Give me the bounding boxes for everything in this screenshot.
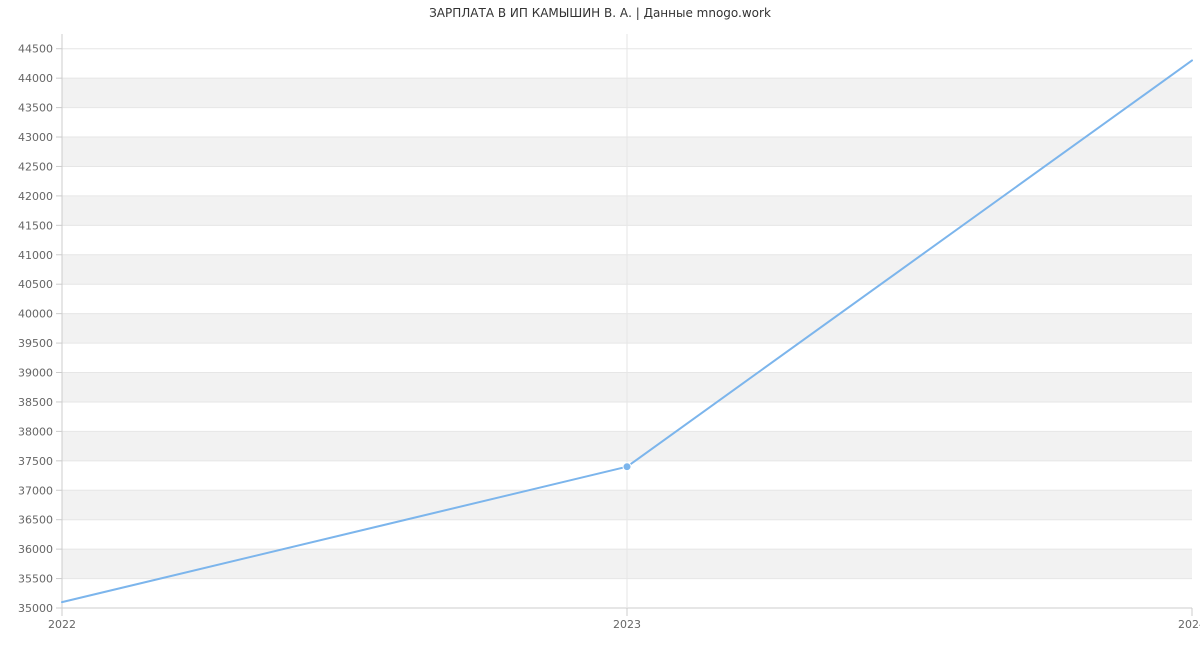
y-tick-label: 40500	[18, 278, 53, 291]
x-tick-label: 2024	[1178, 618, 1200, 631]
y-tick-label: 37000	[18, 484, 53, 497]
x-tick-label: 2022	[48, 618, 76, 631]
y-tick-label: 36000	[18, 543, 53, 556]
y-tick-label: 42500	[18, 160, 53, 173]
series-marker	[623, 463, 631, 471]
chart-title: ЗАРПЛАТА В ИП КАМЫШИН В. А. | Данные mno…	[0, 6, 1200, 20]
y-tick-label: 37500	[18, 455, 53, 468]
y-tick-label: 38000	[18, 425, 53, 438]
y-tick-label: 43500	[18, 102, 53, 115]
y-tick-label: 35000	[18, 602, 53, 615]
y-tick-label: 41500	[18, 219, 53, 232]
y-tick-label: 41000	[18, 249, 53, 262]
y-tick-label: 39000	[18, 367, 53, 380]
y-tick-label: 44500	[18, 43, 53, 56]
salary-line-chart: ЗАРПЛАТА В ИП КАМЫШИН В. А. | Данные mno…	[0, 0, 1200, 650]
y-tick-label: 36500	[18, 514, 53, 527]
y-tick-label: 35500	[18, 573, 53, 586]
y-tick-label: 44000	[18, 72, 53, 85]
y-tick-label: 40000	[18, 308, 53, 321]
y-tick-label: 43000	[18, 131, 53, 144]
y-tick-label: 42000	[18, 190, 53, 203]
x-tick-label: 2023	[613, 618, 641, 631]
chart-svg: 35000 35500 36000 36500 37000 37500 38000 38500…	[0, 0, 1200, 650]
y-tick-label: 38500	[18, 396, 53, 409]
y-tick-label: 39500	[18, 337, 53, 350]
